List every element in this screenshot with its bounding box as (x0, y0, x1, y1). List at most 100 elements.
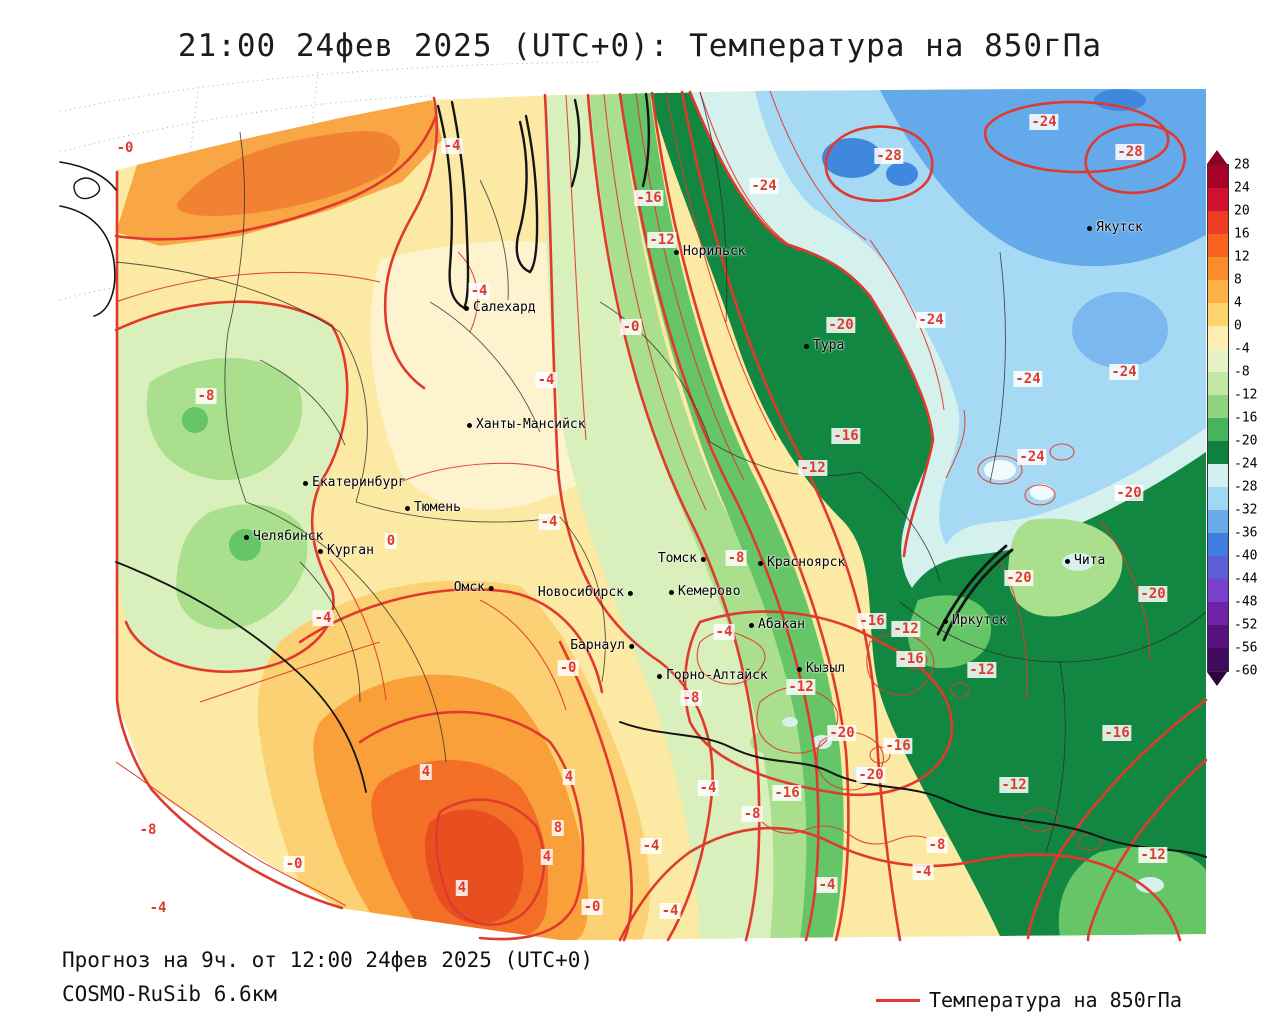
contour-value-label: -16 (634, 190, 664, 206)
colorbar-body (1208, 165, 1228, 671)
city-marker: Тура (804, 339, 844, 353)
colorbar-tick-label: -28 (1234, 479, 1258, 495)
contour-value-label: -12 (891, 621, 921, 637)
city-dot (797, 666, 802, 672)
city-dot (669, 589, 674, 595)
colorbar: 28 24 20 16 12 8 4 0 -4 -8 -12 -16 -20 -24 -28 -32 -36 -4… (1207, 150, 1267, 686)
model-info-line: COSMO-RuSib 6.6км (62, 982, 277, 1006)
city-label: Екатеринбург (312, 475, 406, 490)
contour-value-label: -4 (468, 283, 490, 299)
contour-value-label: 4 (419, 764, 433, 780)
contour-value-label: -24 (749, 178, 779, 194)
colorbar-tick-label: 0 (1234, 318, 1242, 334)
colorbar-segment (1208, 418, 1228, 441)
colorbar-segment (1208, 303, 1228, 326)
contour-value-label: -4 (147, 900, 169, 916)
isotherm-lines-major (114, 90, 1208, 942)
colorbar-tick-label: 16 (1234, 226, 1250, 242)
colorbar-tick-label: -32 (1234, 502, 1258, 518)
city-dot (303, 480, 308, 486)
city-marker: Тюмень (405, 501, 461, 515)
contour-value-label: -20 (826, 317, 856, 333)
colorbar-segment (1208, 211, 1228, 234)
legend-line-sample (876, 998, 920, 1002)
city-dot (489, 585, 494, 591)
colorbar-tick-label: -60 (1234, 663, 1258, 679)
colorbar-segment (1208, 441, 1228, 464)
contour-value-label: -4 (312, 610, 334, 626)
contour-value-label: -16 (831, 428, 861, 444)
city-label: Норильск (683, 244, 746, 259)
contour-value-label: -4 (713, 624, 735, 640)
colorbar-tick-label: 8 (1234, 272, 1242, 288)
contour-value-label: -8 (926, 837, 948, 853)
city-label: Челябинск (253, 529, 324, 544)
city-dot (657, 673, 662, 679)
city-dot (464, 305, 469, 311)
city-label: Кемерово (678, 584, 741, 599)
colorbar-tick-label: -4 (1234, 341, 1250, 357)
contour-value-label: 4 (540, 849, 554, 865)
colorbar-segment (1208, 349, 1228, 372)
colorbar-tick-label: 12 (1234, 249, 1250, 265)
contour-value-label: -20 (827, 725, 857, 741)
contour-value-label: -8 (137, 822, 159, 838)
colorbar-segment (1208, 533, 1228, 556)
colorbar-tick-label: -20 (1234, 433, 1258, 449)
contour-value-label: -4 (816, 877, 838, 893)
admin-borders (115, 91, 1207, 853)
city-label: Якутск (1096, 220, 1143, 235)
city-label: Ханты-Мансийск (476, 417, 586, 432)
contour-value-label: 4 (455, 880, 469, 896)
city-label: Иркутск (952, 613, 1007, 628)
city-marker: Новосибирск (538, 586, 633, 600)
city-label: Курган (327, 543, 374, 558)
city-marker: Кызыл (797, 662, 845, 676)
colorbar-tick-label: -16 (1234, 410, 1258, 426)
contour-value-label: -4 (912, 864, 934, 880)
contour-value-label: -4 (640, 838, 662, 854)
city-dot (749, 622, 754, 628)
city-label: Красноярск (767, 555, 846, 570)
city-dot (629, 643, 634, 649)
city-dot (405, 505, 410, 511)
colorbar-tick-label: -52 (1234, 617, 1258, 633)
city-marker: Омск (454, 581, 494, 595)
city-marker: Курган (318, 544, 374, 558)
city-label: Чита (1074, 553, 1106, 568)
city-label: Горно-Алтайск (666, 668, 768, 683)
city-marker: Горно-Алтайск (657, 669, 768, 683)
city-label: Абакан (758, 617, 805, 632)
contour-value-label: -20 (1138, 586, 1168, 602)
contour-value-label: -0 (557, 660, 579, 676)
colorbar-tick-label: 28 (1234, 157, 1250, 173)
city-marker: Норильск (674, 245, 746, 259)
contour-value-label: -16 (883, 738, 913, 754)
city-marker: Красноярск (758, 556, 845, 570)
city-dot (628, 590, 633, 596)
colorbar-tick-label: -56 (1234, 640, 1258, 656)
city-marker: Иркутск (943, 614, 1007, 628)
contour-value-label: -12 (798, 460, 828, 476)
contour-value-label: -4 (697, 780, 719, 796)
contour-value-label: -4 (535, 372, 557, 388)
colorbar-tick-label: -40 (1234, 548, 1258, 564)
forecast-info-line: Прогноз на 9ч. от 12:00 24фев 2025 (UTC+… (62, 948, 594, 972)
city-label: Салехард (473, 300, 536, 315)
contour-value-label: -24 (916, 312, 946, 328)
city-label: Тюмень (414, 500, 461, 515)
contour-value-label: -8 (195, 388, 217, 404)
colorbar-segment (1208, 625, 1228, 648)
page-title: 21:00 24фев 2025 (UTC+0): Температура на… (177, 28, 1103, 64)
colorbar-segment (1208, 510, 1228, 533)
contour-value-label: -0 (283, 856, 305, 872)
city-marker: Екатеринбург (303, 476, 406, 490)
contour-value-label: -0 (581, 899, 603, 915)
contour-value-label: 8 (551, 820, 565, 836)
contour-value-label: -12 (786, 679, 816, 695)
contour-value-label: -12 (1138, 847, 1168, 863)
colorbar-tick-label: -8 (1234, 364, 1250, 380)
colorbar-tick-label: -44 (1234, 571, 1258, 587)
